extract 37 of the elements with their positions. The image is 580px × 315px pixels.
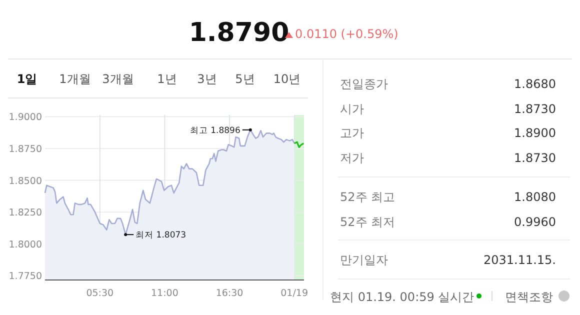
- text: 만기일자: [340, 253, 388, 267]
- text: 저가: [340, 151, 364, 165]
- text: 52주 최고: [340, 190, 396, 204]
- text: 1.8680: [514, 77, 556, 91]
- text: 2031.11.15.: [483, 253, 556, 267]
- text: 1개월: [59, 72, 91, 86]
- text: 시가: [340, 102, 364, 116]
- text: 3개월: [102, 72, 134, 86]
- x-tick-label: 16:30: [216, 288, 244, 299]
- y-tick-label: 1.8000: [8, 239, 42, 250]
- text: 면책조항: [505, 290, 553, 304]
- y-tick-label: 1.8750: [8, 144, 42, 155]
- text: 3년: [197, 72, 217, 86]
- text: 고가: [340, 126, 364, 140]
- y-tick-label: 1.8250: [8, 208, 42, 219]
- text: 52주 최저: [340, 215, 396, 229]
- x-tick-label: 05:30: [86, 288, 114, 299]
- text: 1.8900: [514, 126, 556, 140]
- text: 1.8790: [188, 18, 290, 48]
- y-tick-label: 1.7750: [8, 271, 42, 282]
- annotation: 최고 1.8896: [190, 126, 240, 136]
- text: 5년: [235, 72, 255, 86]
- x-tick-label: 01/19: [280, 288, 308, 299]
- y-tick-label: 1.9000: [8, 112, 42, 124]
- y-tick-label: 1.8500: [8, 176, 42, 187]
- text: 0.0110 (+0.59%): [295, 27, 398, 41]
- text: 1.8080: [514, 190, 556, 204]
- text: 현지 01.19. 00:59 실시간: [330, 290, 474, 304]
- text: 1년: [157, 72, 177, 86]
- annotation: 최저 1.8073: [136, 230, 186, 241]
- text: 1일: [16, 72, 38, 86]
- text: 0.9960: [514, 215, 556, 229]
- text: 10년: [273, 72, 301, 86]
- text: 1.8730: [514, 102, 556, 116]
- text: 1.8730: [514, 151, 556, 165]
- text: 전일종가: [340, 77, 388, 91]
- x-tick-label: 11:00: [151, 288, 178, 299]
